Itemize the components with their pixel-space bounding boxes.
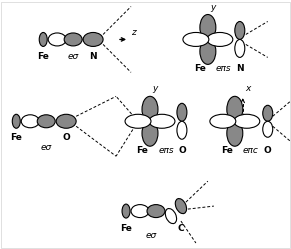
Text: O: O — [62, 133, 70, 142]
Ellipse shape — [177, 121, 187, 139]
Text: z: z — [131, 28, 136, 37]
Ellipse shape — [64, 33, 82, 46]
Text: eπc: eπc — [243, 146, 259, 155]
Text: eπs: eπs — [158, 146, 174, 155]
Text: eπs: eπs — [216, 64, 232, 73]
Ellipse shape — [235, 39, 245, 58]
Ellipse shape — [56, 114, 76, 128]
Ellipse shape — [149, 114, 175, 128]
Text: Fe: Fe — [194, 64, 206, 73]
Text: Fe: Fe — [120, 224, 132, 233]
Ellipse shape — [210, 114, 236, 128]
Ellipse shape — [83, 32, 103, 46]
Text: Fe: Fe — [10, 133, 22, 142]
Ellipse shape — [235, 21, 245, 39]
Ellipse shape — [122, 204, 130, 218]
Ellipse shape — [39, 32, 47, 46]
Text: Fe: Fe — [221, 146, 233, 155]
Text: Fe: Fe — [37, 53, 49, 62]
Ellipse shape — [175, 198, 187, 214]
Text: N: N — [236, 64, 244, 73]
Text: x: x — [245, 84, 250, 93]
Ellipse shape — [234, 114, 260, 128]
Ellipse shape — [142, 96, 158, 122]
Text: Fe: Fe — [136, 146, 148, 155]
Text: eσ: eσ — [68, 53, 79, 62]
Text: eσ: eσ — [146, 231, 157, 240]
Ellipse shape — [48, 33, 66, 46]
Text: eσ: eσ — [40, 143, 52, 152]
Text: O: O — [264, 146, 272, 155]
Ellipse shape — [131, 205, 149, 218]
Ellipse shape — [183, 32, 209, 46]
Ellipse shape — [207, 32, 233, 46]
Ellipse shape — [165, 208, 177, 224]
Ellipse shape — [147, 205, 165, 218]
Ellipse shape — [227, 96, 243, 122]
Ellipse shape — [177, 103, 187, 121]
Ellipse shape — [125, 114, 151, 128]
Ellipse shape — [200, 38, 216, 64]
Ellipse shape — [21, 115, 39, 128]
Text: O: O — [178, 146, 186, 155]
Ellipse shape — [227, 120, 243, 146]
Text: y: y — [152, 84, 157, 93]
Text: y: y — [210, 2, 215, 11]
Text: C: C — [178, 224, 184, 233]
Ellipse shape — [263, 121, 273, 137]
Text: N: N — [89, 53, 97, 62]
Ellipse shape — [37, 115, 55, 128]
Ellipse shape — [200, 14, 216, 40]
Ellipse shape — [263, 105, 273, 121]
Ellipse shape — [142, 120, 158, 146]
Ellipse shape — [12, 114, 20, 128]
